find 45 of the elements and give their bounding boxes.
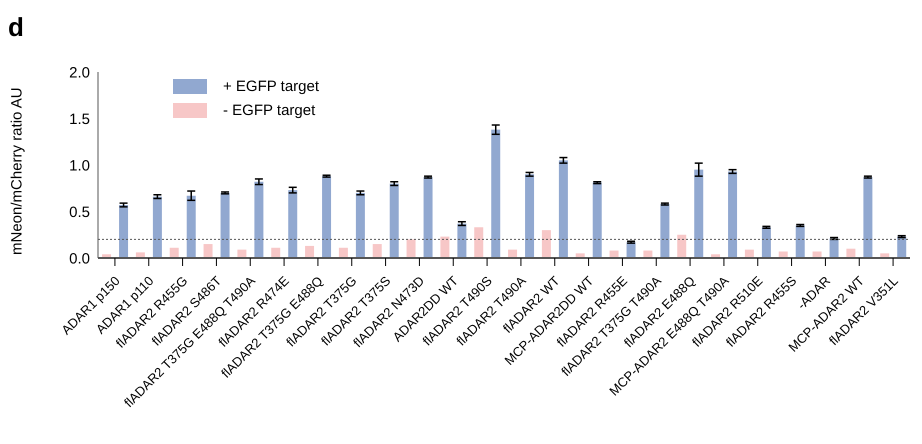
bar xyxy=(677,234,686,258)
y-axis-title: mNeon/mCherry ratio AU xyxy=(8,87,26,255)
bar xyxy=(897,236,906,258)
bar xyxy=(830,238,839,258)
bar xyxy=(254,182,264,258)
bar xyxy=(592,182,602,258)
y-tick-label: 2.0 xyxy=(69,64,90,82)
legend-label: + EGFP target xyxy=(223,78,320,94)
bar xyxy=(186,196,196,258)
bar xyxy=(204,244,213,258)
bar xyxy=(796,225,805,258)
bar xyxy=(660,204,670,258)
bar xyxy=(440,236,450,258)
bar xyxy=(457,224,466,258)
bar xyxy=(356,192,365,258)
bar xyxy=(846,248,856,258)
bar xyxy=(694,170,704,258)
bar xyxy=(288,190,298,258)
bar xyxy=(220,192,230,258)
bar xyxy=(406,239,416,258)
y-tick-label: 0.0 xyxy=(69,250,90,268)
bar xyxy=(322,176,332,258)
y-tick-label: 1.0 xyxy=(69,157,90,174)
bar xyxy=(474,227,484,258)
legend-label: - EGFP target xyxy=(223,102,316,118)
bar xyxy=(626,242,636,258)
bar xyxy=(558,160,568,258)
bar xyxy=(542,230,551,258)
bar xyxy=(863,177,872,258)
bar xyxy=(424,177,433,258)
bar xyxy=(390,184,399,258)
bar xyxy=(305,246,314,258)
bar xyxy=(744,250,754,258)
bar xyxy=(728,172,738,258)
bar xyxy=(762,227,771,258)
y-tick-label: 0.5 xyxy=(69,204,90,221)
bar xyxy=(237,250,246,258)
bar xyxy=(491,130,500,258)
bar xyxy=(508,250,518,258)
y-tick-label: 1.5 xyxy=(69,110,90,128)
bar xyxy=(525,174,534,258)
bar xyxy=(152,196,162,258)
text: d xyxy=(8,12,24,43)
bar xyxy=(119,204,128,258)
bar xyxy=(372,244,382,258)
